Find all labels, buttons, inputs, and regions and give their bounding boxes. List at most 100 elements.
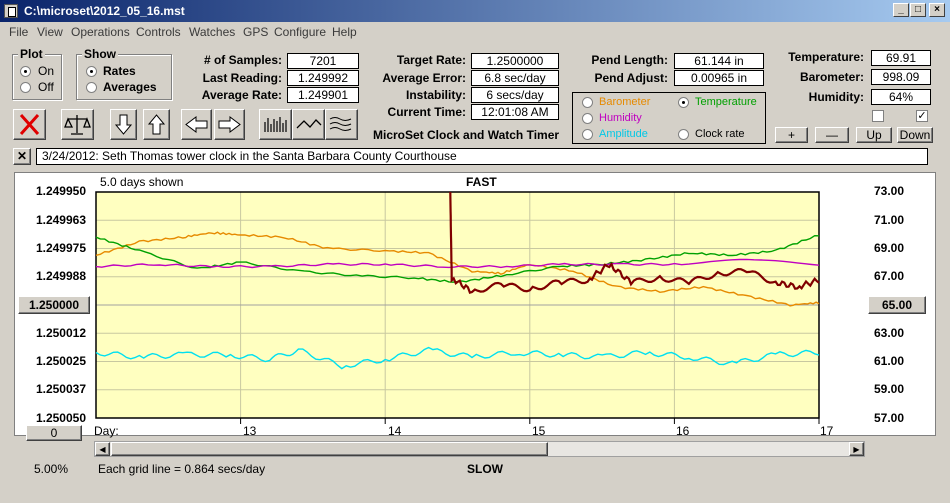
balance-button[interactable] [61,109,94,140]
series-select-group [572,92,766,144]
average-rate-value: 1.249901 [287,87,359,103]
show-averages-radio[interactable] [86,82,97,93]
day-axis-label: Day: [94,424,119,438]
horizontal-scrollbar[interactable]: ◀ ▶ [94,441,865,457]
scale-up-button[interactable]: Up [856,127,892,143]
menu-file[interactable]: File [9,25,29,39]
series-humidity-label: Humidity [599,112,642,124]
arrow-down-icon [114,114,133,135]
menu-gps[interactable]: GPS [243,25,269,39]
arrow-up-icon [147,114,166,135]
balance-scale-icon [64,115,91,135]
line-graph-icon [296,119,322,129]
instability-label: Instability: [405,88,466,102]
barometer-value: 998.09 [871,69,931,85]
minimize-button[interactable]: _ [893,3,909,17]
fast-label: FAST [466,175,497,189]
series-barometer-radio[interactable] [582,97,593,108]
scroll-right-arrow-icon: ▶ [853,445,860,454]
close-x-icon: ✕ [16,149,28,163]
plot-off-radio[interactable] [20,82,31,93]
y-tick-right-8: 57.00 [874,411,905,425]
y-tick-left-5: 1.250012 [35,326,86,340]
stop-x-icon [19,113,40,136]
menu-configure[interactable]: Configure [274,25,327,39]
y-tick-left-0: 1.249950 [35,184,86,198]
humidity-value: 64% [871,89,931,105]
y-tick-right-1: 71.00 [874,213,905,227]
scale-minus-button[interactable]: — [815,127,849,143]
series-clock-rate-radio[interactable] [678,129,689,140]
checkbox-2[interactable]: ✓ [916,110,928,122]
y-tick-left-7: 1.250037 [35,382,86,396]
percent-label: 5.00% [34,462,69,476]
plot-group-label: Plot [18,47,45,61]
show-rates-label: Rates [103,64,136,78]
plot-on-label: On [38,64,55,78]
series-amplitude-radio[interactable] [582,129,593,140]
scroll-left-arrow-icon: ◀ [99,445,106,454]
multi-line-icon [329,117,352,131]
x-tick-15: 15 [532,424,546,438]
series-temperature-label: Temperature [695,96,757,108]
arrow-down-button[interactable] [110,109,137,140]
current-time-label: Current Time: [387,105,466,119]
x-tick-13: 13 [243,424,257,438]
app-label: MicroSet Clock and Watch Timer [373,128,560,142]
plot-on-radio[interactable] [20,66,31,77]
plot-panel [14,172,936,436]
checkbox-1[interactable] [872,110,884,122]
zero-button[interactable]: 0 [26,425,82,441]
menu-controls[interactable]: Controls [136,25,181,39]
average-error-value: 6.8 sec/day [471,70,559,86]
samples-label: # of Samples: [203,53,282,67]
barometer-label: Barometer: [799,70,864,84]
pend-adjust-value: 0.00965 in [674,70,764,86]
scale-down-button[interactable]: Down [897,127,933,143]
scale-plus-button[interactable]: + [775,127,808,143]
target-rate-value: 1.2500000 [471,53,559,69]
histogram-button[interactable] [259,109,292,140]
series-amplitude-label: Amplitude [599,128,648,140]
maximize-button[interactable]: □ [910,3,926,17]
multi-line-button[interactable] [325,109,358,140]
y-tick-left-3: 1.249988 [35,269,86,283]
show-group [76,54,172,100]
scroll-right-button[interactable]: ▶ [849,442,864,456]
stop-button[interactable] [13,109,46,140]
series-barometer-label: Barometer [599,96,651,108]
note-input[interactable]: 3/24/2012: Seth Thomas tower clock in th… [36,148,928,165]
menu-operations[interactable]: Operations [71,25,130,39]
arrow-left-icon [185,116,208,133]
arrow-left-button[interactable] [181,109,212,140]
y-tick-left-selected[interactable]: 1.250000 [18,296,90,314]
arrow-right-button[interactable] [214,109,245,140]
menu-watches[interactable]: Watches [189,25,236,39]
pend-length-value: 61.144 in [674,53,764,69]
average-rate-label: Average Rate: [201,88,282,102]
menu-bar: File View Operations Controls Watches GP… [0,22,950,42]
series-humidity-radio[interactable] [582,113,593,124]
clear-note-button[interactable]: ✕ [13,148,31,165]
y-tick-right-5: 63.00 [874,326,905,340]
series-temperature-radio[interactable] [678,97,689,108]
scroll-thumb[interactable] [111,442,548,456]
menu-help[interactable]: Help [332,25,357,39]
y-tick-right-7: 59.00 [874,382,905,396]
series-clock-rate-label: Clock rate [695,128,745,140]
arrow-right-icon [218,116,241,133]
humidity-label: Humidity: [808,90,864,104]
y-tick-left-1: 1.249963 [35,213,86,227]
menu-view[interactable]: View [37,25,63,39]
slow-label: SLOW [467,462,503,476]
line-graph-button[interactable] [292,109,325,140]
close-button[interactable]: × [929,3,945,17]
show-rates-radio[interactable] [86,66,97,77]
scroll-left-button[interactable]: ◀ [95,442,110,456]
arrow-up-button[interactable] [143,109,170,140]
y-tick-left-6: 1.250025 [35,354,86,368]
y-tick-right-0: 73.00 [874,184,905,198]
average-error-label: Average Error: [382,71,466,85]
y-tick-right-3: 67.00 [874,269,905,283]
y-tick-right-selected[interactable]: 65.00 [868,296,926,314]
